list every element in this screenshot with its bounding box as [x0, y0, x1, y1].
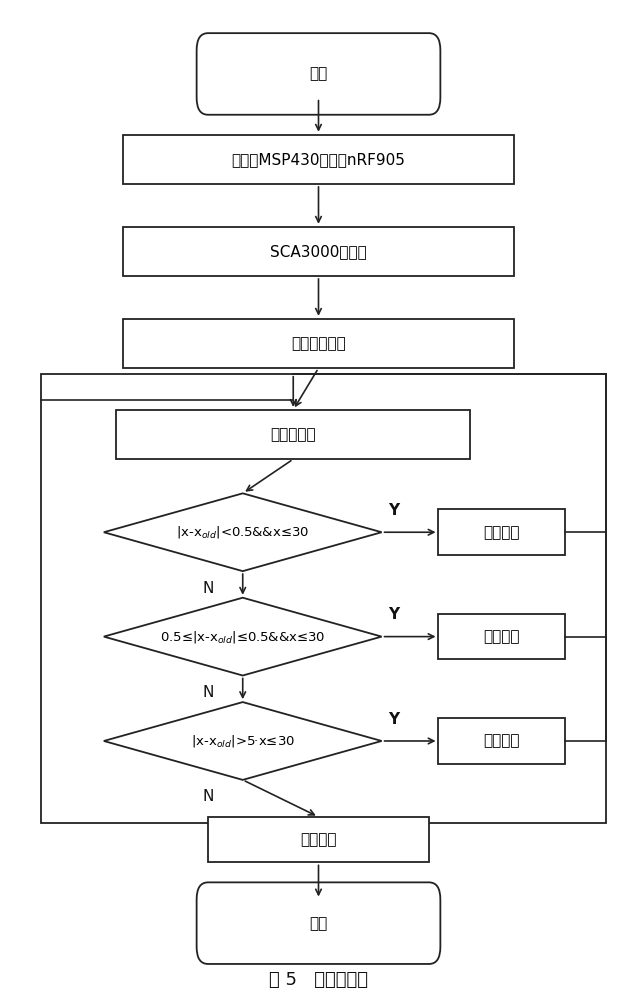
Bar: [123, 134, 514, 184]
Text: Y: Y: [388, 712, 399, 727]
FancyBboxPatch shape: [197, 883, 440, 964]
Bar: [438, 510, 565, 555]
Text: N: N: [203, 685, 213, 700]
Text: Y: Y: [388, 607, 399, 622]
Text: 设置工作状态: 设置工作状态: [291, 336, 346, 351]
Bar: [117, 410, 470, 459]
FancyBboxPatch shape: [197, 33, 440, 114]
Text: 进入状态: 进入状态: [483, 525, 520, 540]
Text: 初始化MSP430、配置nRF905: 初始化MSP430、配置nRF905: [232, 152, 405, 167]
Polygon shape: [104, 493, 382, 572]
Text: |x-x$_{old}$|<0.5&&x≤30: |x-x$_{old}$|<0.5&&x≤30: [176, 524, 310, 540]
Text: N: N: [203, 580, 213, 595]
Text: 开始: 开始: [310, 67, 327, 82]
Text: 进入状态: 进入状态: [483, 629, 520, 644]
Text: 0.5≤|x-x$_{old}$|≤0.5&&x≤30: 0.5≤|x-x$_{old}$|≤0.5&&x≤30: [160, 628, 326, 645]
Bar: [438, 719, 565, 763]
Text: |x-x$_{old}$|>5·x≤30: |x-x$_{old}$|>5·x≤30: [190, 733, 295, 749]
Text: 图 5   程序流程图: 图 5 程序流程图: [269, 971, 368, 989]
Text: Y: Y: [388, 503, 399, 518]
Polygon shape: [104, 597, 382, 676]
Bar: [123, 227, 514, 276]
Text: 测量倾斜角: 测量倾斜角: [271, 427, 316, 442]
Text: SCA3000初始化: SCA3000初始化: [270, 244, 367, 258]
Text: 结束: 结束: [310, 915, 327, 930]
Bar: [438, 614, 565, 659]
Polygon shape: [104, 702, 382, 780]
Text: 进入状态: 进入状态: [483, 734, 520, 748]
Bar: [123, 319, 514, 368]
Text: 读取数据: 读取数据: [300, 832, 337, 847]
Text: N: N: [203, 789, 213, 804]
Bar: [208, 817, 429, 863]
Bar: [41, 374, 606, 823]
